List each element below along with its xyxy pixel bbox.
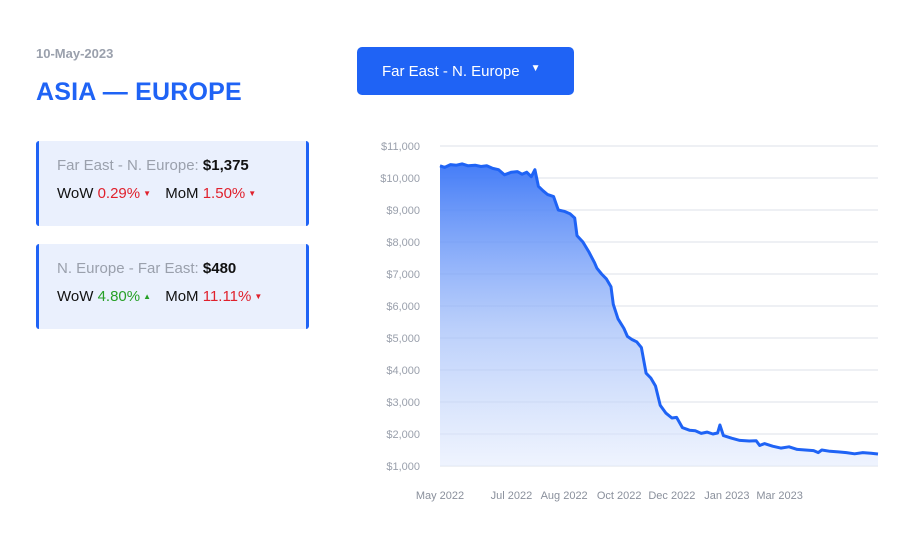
x-tick-label: Jan 2023 [704,490,749,502]
route-label: Far East - N. Europe: [57,157,199,174]
x-tick-label: May 2022 [416,490,464,502]
route-dropdown[interactable]: Far East - N. Europe ▼ [357,47,574,95]
y-tick-label: $4,000 [386,365,420,377]
y-tick-label: $8,000 [386,237,420,249]
arrow-down-icon: ▼ [254,292,263,301]
wow-value: 4.80% [97,288,141,305]
mom-label: MoM [165,288,199,305]
x-tick-label: Mar 2023 [756,490,802,502]
y-tick-label: $7,000 [386,269,420,281]
report-date: 10-May-2023 [36,46,114,61]
page-title: ASIA — EUROPE [36,78,242,106]
chevron-down-icon: ▼ [530,62,541,74]
mom-value: 11.11% [202,288,252,305]
series-line [439,162,879,456]
y-tick-label: $11,000 [381,141,420,153]
y-tick-label: $6,000 [386,301,420,313]
wow-label: WoW [57,288,94,305]
arrow-up-icon: ▲ [143,292,152,301]
mom-label: MoM [165,185,199,202]
route-price: $480 [202,260,237,277]
y-tick-label: $9,000 [386,205,420,217]
series-area [440,163,878,466]
x-tick-label: Jul 2022 [491,490,533,502]
rate-card-ne-fe: N. Europe - Far East: $480 WoW 4.80% ▲ Mo… [36,244,309,329]
wow-label: WoW [57,185,94,202]
y-tick-label: $2,000 [386,429,420,441]
x-tick-label: Aug 2022 [541,490,588,502]
rate-card-fe-ne: Far East - N. Europe: $1,375 WoW 0.29% ▼ … [36,141,309,226]
route-label: N. Europe - Far East: [57,260,199,277]
arrow-down-icon: ▼ [143,189,152,198]
y-tick-label: $1,000 [386,461,420,473]
wow-value: 0.29% [97,185,141,202]
mom-value: 1.50% [202,185,246,202]
route-price: $1,375 [202,157,249,174]
y-tick-label: $5,000 [386,333,420,345]
route-dropdown-label: Far East - N. Europe [382,62,520,80]
x-tick-label: Oct 2022 [597,490,642,502]
arrow-down-icon: ▼ [248,189,257,198]
y-tick-label: $10,000 [380,173,420,185]
x-tick-label: Dec 2022 [648,490,695,502]
y-tick-label: $3,000 [386,397,420,409]
